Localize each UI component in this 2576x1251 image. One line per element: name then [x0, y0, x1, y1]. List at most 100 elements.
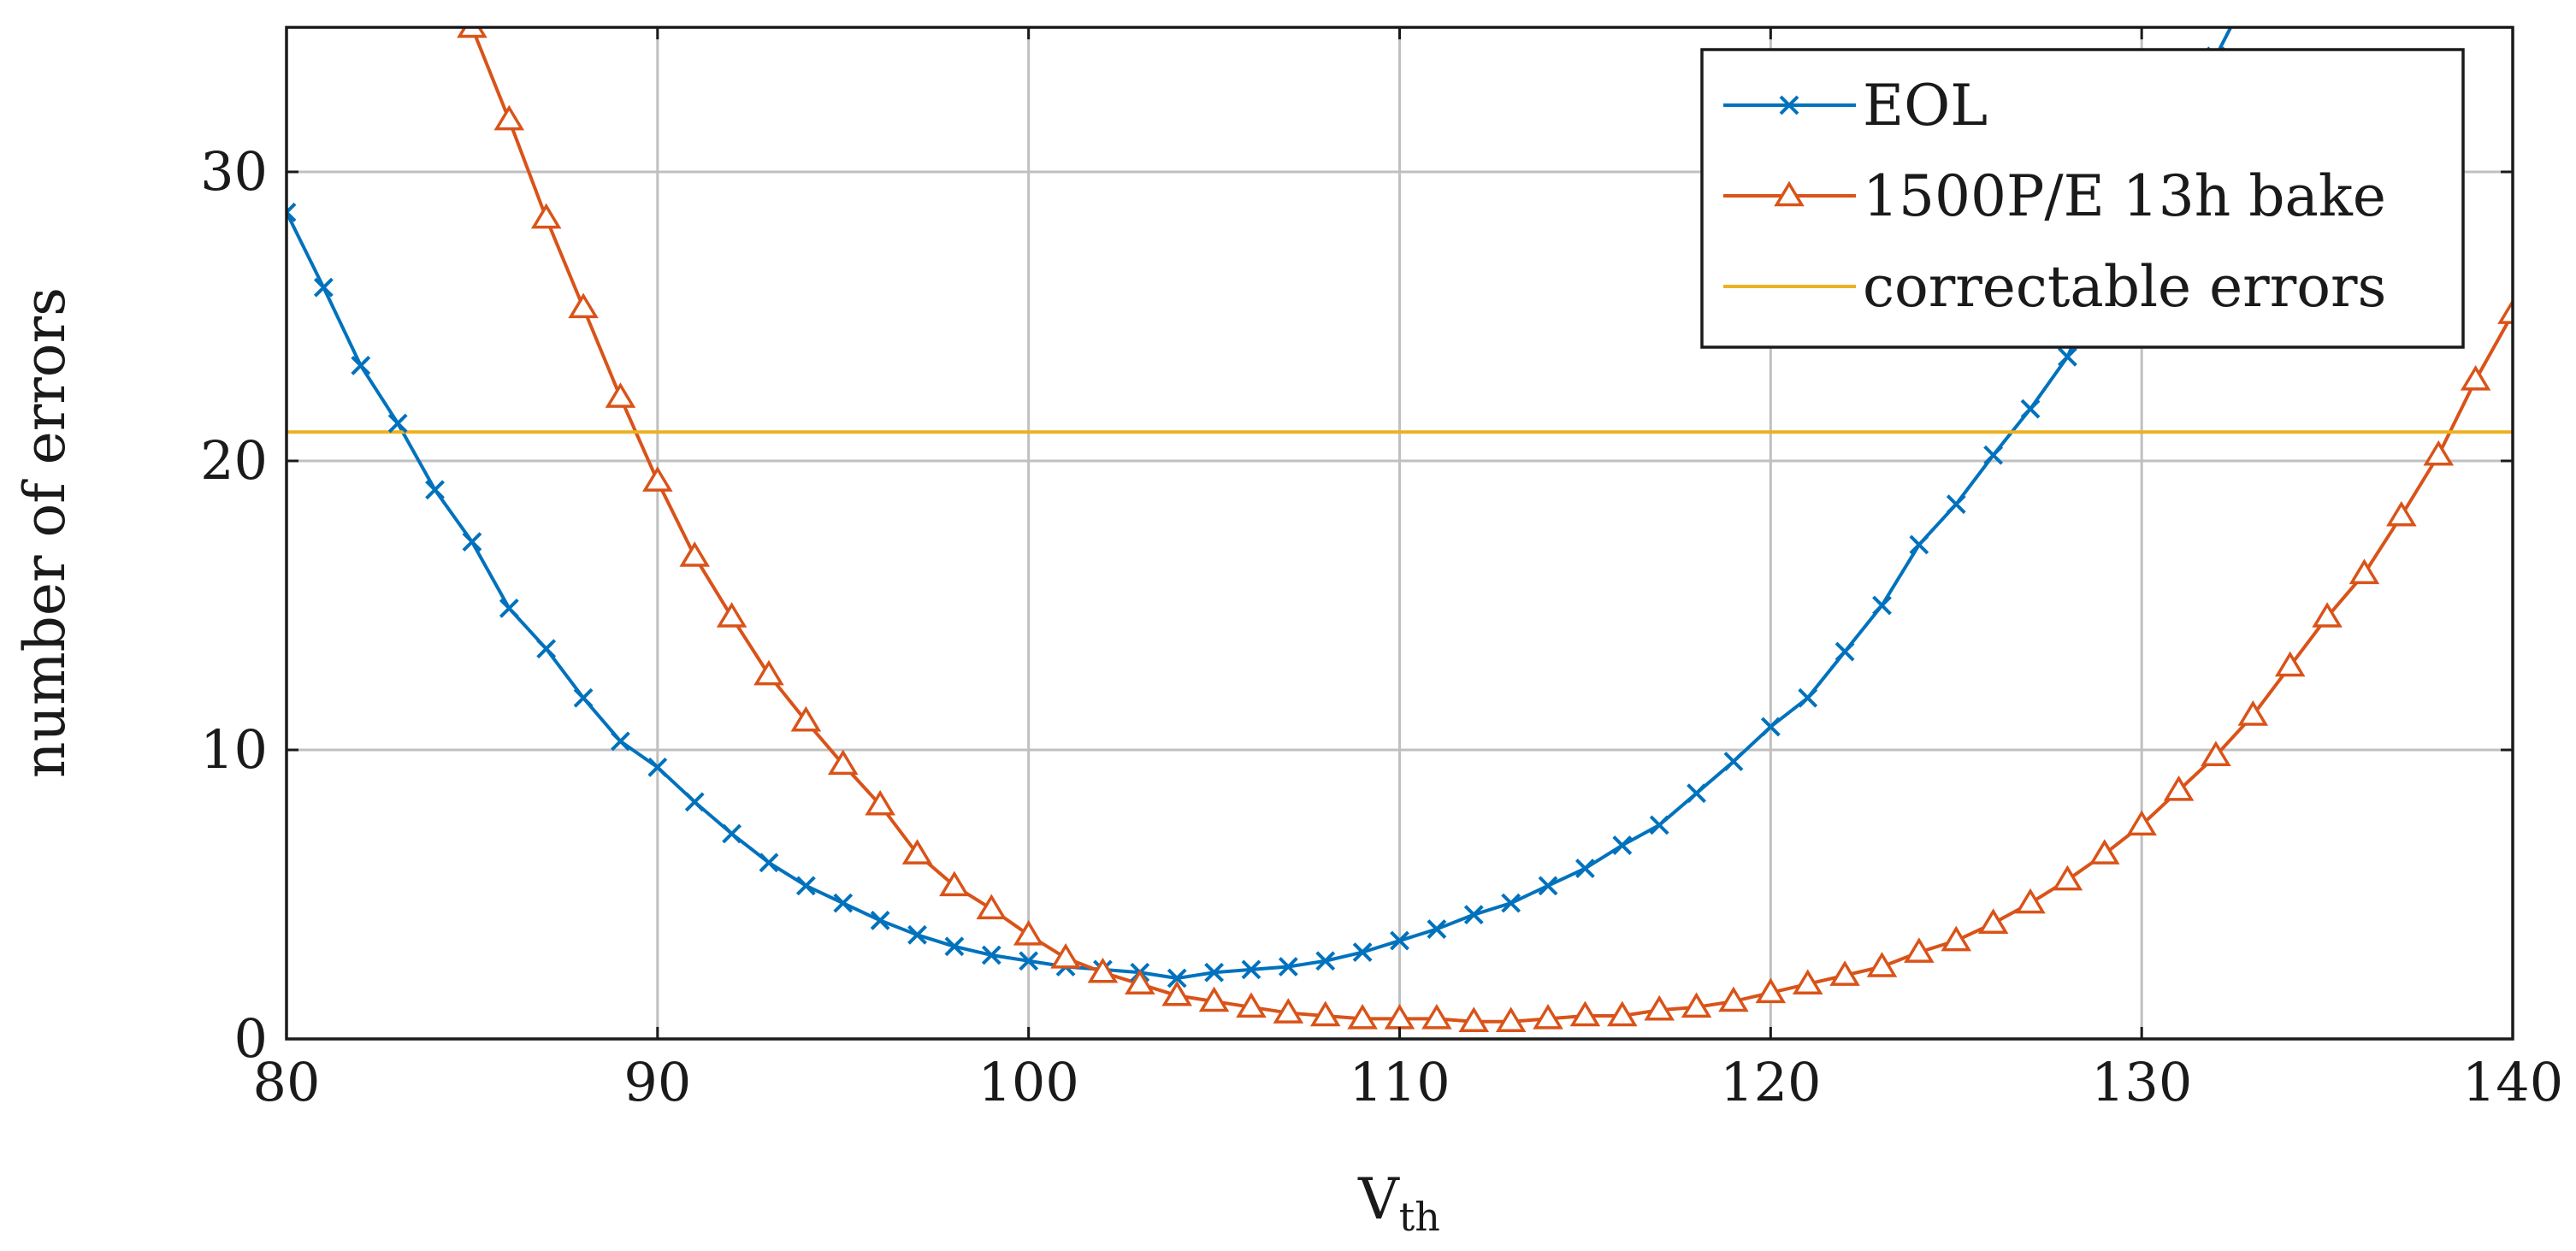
data-point-series-2 [1495, 1006, 1527, 1032]
data-point-series-1 [1538, 876, 1558, 896]
y-axis-title: number of errors [12, 287, 78, 778]
data-point-series-2 [457, 27, 487, 38]
y-tick-label: 20 [200, 429, 268, 492]
data-point-series-1 [907, 924, 927, 945]
data-point-series-1 [1501, 893, 1521, 913]
data-point-series-2 [865, 789, 895, 816]
data-point-series-2 [1681, 992, 1712, 1018]
data-point-series-2 [939, 870, 970, 897]
data-point-series-2 [790, 705, 822, 732]
data-point-series-1 [1352, 942, 1373, 963]
data-point-series-1 [499, 598, 519, 618]
data-point-series-2 [1198, 986, 1230, 1012]
data-point-series-1 [1612, 835, 1633, 855]
x-tick-label: 120 [1720, 1051, 1821, 1113]
data-point-series-1 [759, 853, 779, 873]
data-point-series-1 [462, 532, 482, 552]
legend: EOL 1500P/E 13h bake correctable errors [1700, 48, 2465, 349]
data-point-series-1 [684, 792, 705, 812]
legend-item: correctable errors [1723, 254, 2386, 320]
data-point-series-1 [870, 911, 890, 930]
data-point-series-1 [1167, 968, 1187, 988]
x-tick-label: 90 [623, 1051, 691, 1113]
data-point-series-2 [1309, 1000, 1341, 1027]
legend-label: EOL [1863, 73, 1988, 139]
data-point-series-1 [795, 876, 816, 896]
data-point-series-1 [2057, 346, 2077, 367]
data-point-series-2 [1087, 957, 1119, 983]
data-point-series-2 [1718, 986, 1749, 1012]
data-point-series-2 [642, 466, 673, 492]
data-point-series-1 [573, 687, 594, 708]
data-point-series-2 [2015, 888, 2046, 914]
x-tick-label: 100 [978, 1051, 1078, 1113]
y-tick-label: 30 [200, 140, 268, 203]
data-point-series-2 [2237, 700, 2269, 726]
data-point-series-2 [1236, 992, 1267, 1018]
data-point-series-1 [1575, 859, 1595, 878]
data-point-series-2 [827, 749, 859, 776]
data-point-series-1 [611, 731, 630, 752]
data-point-series-2 [2201, 741, 2231, 767]
x-axis-title-main: V [1357, 1166, 1400, 1232]
data-point-series-2 [2423, 440, 2455, 466]
x-axis-title: Vth [1357, 1166, 1440, 1240]
data-point-series-2 [1792, 969, 1823, 995]
legend-item: 1500P/E 13h bake [1723, 163, 2386, 229]
data-point-series-2 [1347, 1003, 1378, 1030]
data-point-series-2 [605, 382, 636, 408]
axis-ticks: 80 90 100 110 120 130 140 0 10 20 30 [200, 27, 2563, 1113]
legend-marker [1774, 180, 1805, 207]
data-point-series-2 [530, 203, 562, 229]
data-point-series-2 [901, 839, 933, 864]
data-point-series-2 [2349, 558, 2380, 585]
data-point-series-1 [647, 757, 668, 777]
axis-titles: Vth number of errors [12, 287, 1440, 1240]
data-point-series-2 [1866, 952, 1898, 977]
data-point-series-2 [2497, 298, 2513, 324]
legend-label: 1500P/E 13h bake [1863, 163, 2386, 229]
data-point-series-2 [1829, 960, 1860, 986]
legend-label: correctable errors [1863, 254, 2386, 320]
data-point-series-1 [1835, 641, 1855, 662]
data-point-series-2 [2460, 364, 2491, 391]
data-point-series-1 [1204, 962, 1224, 983]
data-point-series-1 [2020, 398, 2041, 419]
data-point-series-2 [976, 894, 1007, 920]
data-point-series-2 [1273, 998, 1304, 1024]
data-point-series-1 [1946, 494, 1966, 515]
data-point-series-2 [1904, 937, 1935, 963]
data-point-series-2 [2163, 775, 2195, 801]
data-point-series-2 [716, 602, 747, 628]
data-point-series-1 [1983, 445, 2004, 465]
data-point-series-1 [351, 356, 371, 375]
data-point-series-2 [1421, 1003, 1452, 1030]
data-point-series-1 [944, 936, 965, 957]
data-point-series-2 [1755, 977, 1787, 1004]
data-point-series-1 [1019, 951, 1039, 971]
data-point-series-1 [1241, 959, 1261, 980]
data-point-series-1 [1909, 534, 1929, 555]
x-axis-title-subscript: th [1399, 1194, 1440, 1240]
y-tick-label: 10 [200, 718, 268, 781]
data-point-series-2 [2089, 839, 2120, 864]
data-point-series-1 [1760, 717, 1781, 737]
data-point-series-1 [981, 945, 1001, 965]
data-point-series-1 [387, 413, 408, 434]
x-tick-label: 110 [1349, 1051, 1450, 1113]
data-point-series-1 [1687, 783, 1706, 804]
data-point-series-2 [679, 541, 711, 567]
data-point-series-2 [1125, 969, 1155, 995]
data-point-series-2 [1569, 1000, 1601, 1027]
data-point-series-2 [1607, 1000, 1638, 1027]
data-point-series-2 [2386, 500, 2417, 527]
legend-marker [1779, 95, 1799, 115]
data-point-series-1 [833, 893, 854, 913]
data-point-series-1 [425, 480, 445, 500]
data-point-series-2 [1050, 942, 1081, 969]
data-point-series-1 [1315, 951, 1336, 971]
data-point-series-1 [1463, 905, 1484, 925]
data-point-series-2 [2126, 810, 2157, 836]
